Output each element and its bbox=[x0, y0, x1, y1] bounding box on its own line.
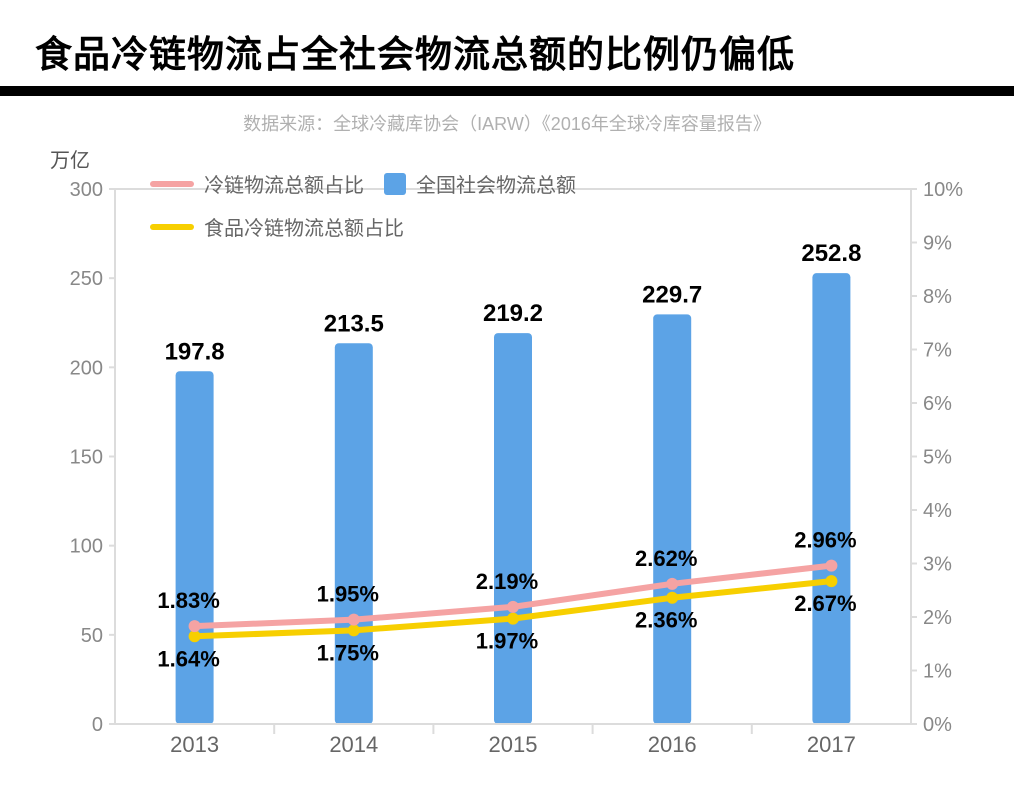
line-value-label: 1.75% bbox=[317, 640, 379, 665]
legend-item-bar: 全国社会物流总额 bbox=[384, 169, 576, 198]
line-value-label: 2.96% bbox=[794, 528, 856, 553]
line-marker bbox=[825, 560, 837, 572]
bar-value-label: 197.8 bbox=[165, 338, 225, 365]
legend-label: 冷链物流总额占比 bbox=[204, 169, 364, 198]
y-right-tick-label: 7% bbox=[923, 340, 952, 362]
bar-value-label: 229.7 bbox=[642, 281, 702, 308]
line-value-label: 2.36% bbox=[635, 608, 697, 633]
y-right-tick-label: 10% bbox=[923, 179, 963, 201]
y-right-tick-label: 9% bbox=[923, 233, 952, 255]
bar-value-label: 219.2 bbox=[483, 300, 543, 327]
bar bbox=[653, 314, 691, 724]
y-left-tick-label: 250 bbox=[70, 268, 103, 290]
y-right-tick-label: 8% bbox=[923, 286, 952, 308]
bar bbox=[335, 343, 373, 724]
line-value-label: 2.67% bbox=[794, 591, 856, 616]
bar-value-label: 252.8 bbox=[801, 240, 861, 267]
bar bbox=[812, 273, 850, 724]
line-value-label: 2.62% bbox=[635, 546, 697, 571]
line-marker bbox=[507, 601, 519, 613]
bar-value-label: 213.5 bbox=[324, 310, 384, 337]
line-value-label: 1.64% bbox=[157, 646, 219, 671]
x-tick-label: 2017 bbox=[807, 732, 856, 757]
title-bar: 食品冷链物流占全社会物流总额的比例仍偏低 bbox=[0, 0, 1014, 96]
line-marker bbox=[825, 575, 837, 587]
y-right-tick-label: 4% bbox=[923, 500, 952, 522]
x-tick-label: 2014 bbox=[329, 732, 378, 757]
line-value-label: 2.19% bbox=[476, 569, 538, 594]
y-right-tick-label: 0% bbox=[923, 714, 952, 736]
line-marker bbox=[189, 620, 201, 632]
y-left-tick-label: 300 bbox=[70, 179, 103, 201]
legend-label: 全国社会物流总额 bbox=[416, 169, 576, 198]
data-source-subtitle: 数据来源：全球冷藏库协会（IARW）《2016年全球冷库容量报告》 bbox=[0, 110, 1014, 136]
line-marker bbox=[666, 578, 678, 590]
y-left-tick-label: 150 bbox=[70, 447, 103, 469]
x-tick-label: 2013 bbox=[170, 732, 219, 757]
page-title: 食品冷链物流占全社会物流总额的比例仍偏低 bbox=[35, 24, 979, 78]
y-left-tick-label: 100 bbox=[70, 536, 103, 558]
line-value-label: 1.95% bbox=[317, 582, 379, 607]
y-right-tick-label: 6% bbox=[923, 393, 952, 415]
y-right-tick-label: 2% bbox=[923, 607, 952, 629]
y-right-tick-label: 5% bbox=[923, 447, 952, 469]
legend-swatch-line1 bbox=[150, 181, 194, 187]
x-tick-label: 2015 bbox=[489, 732, 538, 757]
y-left-tick-label: 50 bbox=[81, 625, 103, 647]
legend: 冷链物流总额占比 全国社会物流总额 食品冷链物流总额占比 bbox=[150, 169, 576, 241]
legend-item-line2: 食品冷链物流总额占比 bbox=[150, 212, 404, 241]
line-marker bbox=[507, 613, 519, 625]
bar bbox=[494, 333, 532, 724]
line-value-label: 1.97% bbox=[476, 629, 538, 654]
y-right-tick-label: 3% bbox=[923, 554, 952, 576]
x-tick-label: 2016 bbox=[648, 732, 697, 757]
line-marker bbox=[348, 614, 360, 626]
legend-item-line1: 冷链物流总额占比 bbox=[150, 169, 364, 198]
legend-label: 食品冷链物流总额占比 bbox=[204, 212, 404, 241]
line-marker bbox=[666, 592, 678, 604]
line-marker bbox=[348, 624, 360, 636]
y-right-tick-label: 1% bbox=[923, 661, 952, 683]
line-value-label: 1.83% bbox=[157, 588, 219, 613]
legend-swatch-line2 bbox=[150, 224, 194, 230]
y-left-tick-label: 0 bbox=[92, 714, 103, 736]
y-left-tick-label: 200 bbox=[70, 357, 103, 379]
legend-swatch-bar bbox=[384, 173, 406, 195]
